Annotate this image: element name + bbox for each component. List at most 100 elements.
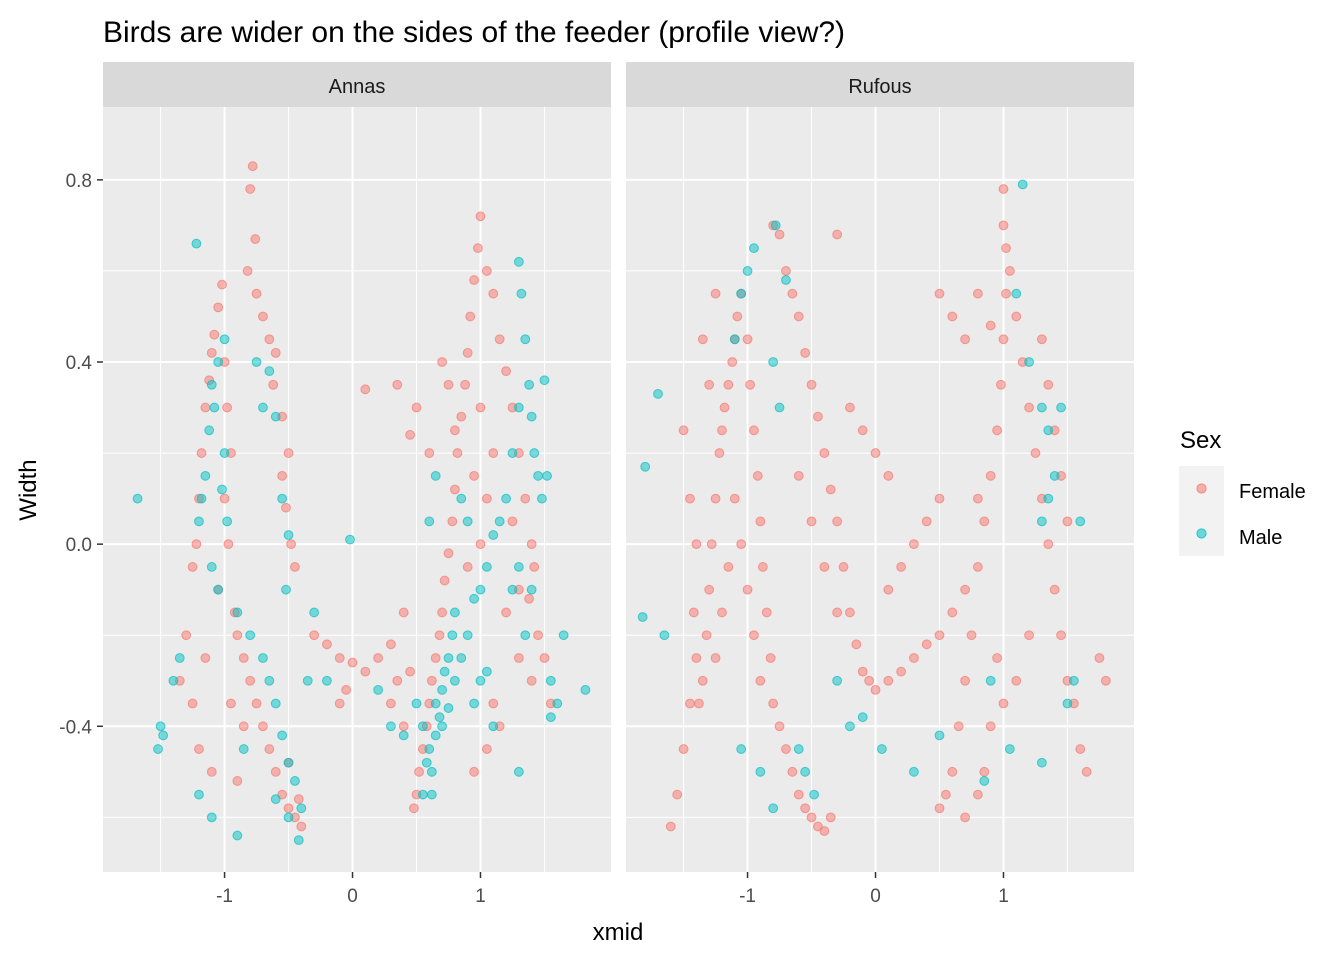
data-point-male-rufous — [653, 388, 663, 399]
data-point-female-rufous — [793, 789, 804, 800]
data-point-female-annas — [258, 721, 268, 732]
data-point-female-annas — [187, 698, 198, 709]
data-point-male-annas — [264, 675, 275, 686]
data-point-male-annas — [345, 534, 355, 545]
data-point-female-rufous — [781, 266, 791, 276]
data-point-male-rufous — [781, 275, 791, 285]
data-point-male-annas — [462, 630, 473, 641]
data-point-female-rufous — [1024, 402, 1034, 413]
data-point-female-annas — [409, 803, 419, 814]
data-point-female-annas — [277, 470, 288, 481]
data-point-female-rufous — [1004, 266, 1015, 276]
data-point-female-rufous — [706, 539, 717, 550]
y-axis-title: Width — [15, 459, 42, 520]
data-point-female-annas — [268, 379, 279, 390]
data-point-male-rufous — [1043, 425, 1054, 436]
data-point-female-annas — [430, 653, 441, 663]
data-point-male-rufous — [934, 730, 945, 741]
data-point-female-rufous — [719, 402, 730, 413]
data-point-female-annas — [213, 302, 224, 313]
y-tick-label: 0.0 — [66, 535, 92, 556]
data-point-male-annas — [439, 666, 450, 677]
data-point-male-annas — [520, 334, 531, 345]
data-point-female-annas — [475, 211, 486, 222]
y-tick-label: -0.4 — [59, 717, 92, 738]
data-point-male-rufous — [1056, 402, 1066, 413]
data-point-male-rufous — [1036, 757, 1047, 768]
data-point-female-annas — [341, 684, 352, 695]
data-point-female-annas — [469, 766, 479, 777]
data-point-male-annas — [488, 721, 499, 732]
points-rufous — [637, 179, 1111, 836]
data-point-female-rufous — [710, 653, 721, 663]
data-point-male-annas — [437, 684, 447, 695]
data-point-female-annas — [222, 402, 233, 413]
facet-panel-annas: Annas -1 0 1 — [103, 62, 611, 907]
data-point-female-rufous — [761, 607, 772, 618]
data-point-male-rufous — [736, 288, 747, 299]
data-point-female-annas — [437, 357, 447, 367]
legend-label-female: Female — [1239, 481, 1306, 503]
data-point-male-rufous — [755, 766, 766, 777]
data-point-male-annas — [475, 584, 486, 595]
data-point-male-annas — [293, 835, 304, 846]
data-point-male-annas — [443, 653, 454, 663]
data-point-female-annas — [245, 675, 256, 686]
data-point-male-annas — [507, 584, 518, 595]
data-point-female-rufous — [745, 379, 756, 390]
data-point-female-rufous — [755, 675, 766, 686]
data-point-male-annas — [513, 256, 524, 267]
data-point-female-annas — [247, 161, 258, 172]
data-point-female-rufous — [723, 379, 734, 390]
data-point-male-annas — [283, 812, 294, 823]
data-point-female-annas — [501, 366, 511, 377]
data-point-female-rufous — [870, 448, 881, 458]
data-point-male-annas — [494, 516, 505, 527]
data-point-female-annas — [226, 698, 236, 709]
data-point-female-rufous — [697, 334, 708, 345]
data-point-female-rufous — [723, 562, 734, 572]
chart-title: Birds are wider on the sides of the feed… — [103, 16, 845, 49]
data-point-female-rufous — [819, 562, 830, 572]
data-point-female-rufous — [727, 357, 738, 367]
data-point-female-annas — [283, 803, 294, 814]
data-point-female-rufous — [1049, 584, 1060, 595]
data-point-female-rufous — [685, 493, 695, 504]
data-point-female-rufous — [909, 653, 919, 663]
data-point-female-annas — [270, 766, 281, 777]
data-point-female-annas — [223, 539, 234, 550]
data-point-male-annas — [213, 357, 224, 367]
data-point-female-rufous — [717, 425, 727, 436]
data-point-female-rufous — [825, 484, 836, 495]
data-point-female-annas — [437, 607, 447, 618]
data-point-male-rufous — [1075, 516, 1086, 527]
data-point-female-annas — [398, 721, 409, 732]
data-point-female-rufous — [813, 411, 823, 422]
data-point-female-annas — [200, 653, 211, 663]
data-point-male-annas — [524, 379, 535, 390]
x-axis-ticks-rufous: -1 0 1 — [739, 872, 1009, 907]
data-point-female-rufous — [710, 288, 721, 299]
data-point-female-annas — [481, 493, 492, 504]
data-point-female-annas — [206, 766, 217, 777]
data-point-female-annas — [411, 402, 422, 413]
data-point-male-rufous — [1062, 698, 1073, 709]
data-point-male-annas — [529, 448, 540, 458]
data-point-female-annas — [462, 347, 473, 358]
data-point-female-rufous — [870, 684, 881, 695]
data-point-female-rufous — [1001, 288, 1011, 299]
x-tick-label: 1 — [998, 886, 1009, 907]
x-tick-label: 0 — [347, 886, 358, 907]
data-point-female-rufous — [851, 639, 862, 650]
data-point-male-rufous — [1036, 402, 1047, 413]
data-point-male-annas — [398, 730, 409, 741]
data-point-male-annas — [232, 830, 243, 841]
x-axis-ticks-annas: -1 0 1 — [216, 872, 486, 907]
data-point-female-rufous — [768, 698, 779, 709]
data-point-male-annas — [545, 675, 556, 686]
data-point-male-annas — [469, 593, 479, 604]
data-point-male-annas — [533, 470, 543, 481]
data-point-male-annas — [447, 630, 458, 641]
data-point-male-annas — [264, 366, 275, 377]
